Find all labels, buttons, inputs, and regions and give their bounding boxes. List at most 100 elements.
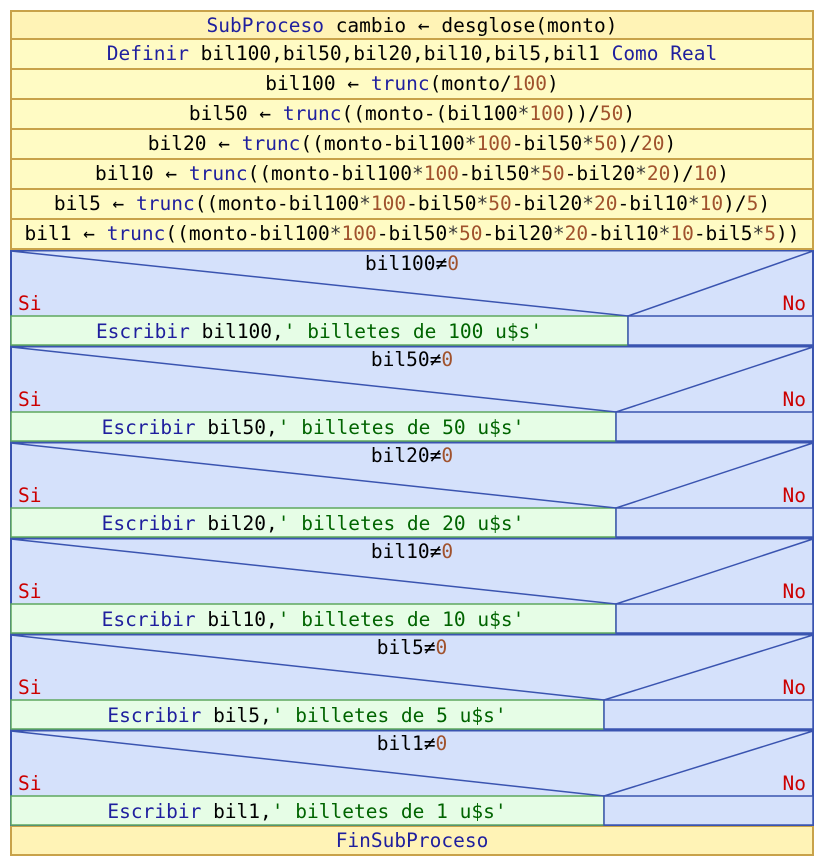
condition-shape — [10, 346, 814, 442]
then-statement: Escribir bil50,' billetes de 50 u$s' — [10, 415, 616, 441]
statement-definir-token: Como Real — [611, 42, 718, 65]
statement-bil1-token: 50 — [458, 222, 483, 245]
condition-diagonal-left — [10, 634, 605, 701]
condition-value: 0 — [435, 732, 448, 755]
statement-definir: Definir bil100,bil50,bil20,bil10,bil5,bi… — [10, 40, 814, 70]
then-statement-token: Escribir — [101, 608, 196, 631]
statement-bil5-token: 20 — [593, 192, 618, 215]
statement-bil10-token: * — [635, 162, 647, 185]
else-branch-cell — [615, 411, 814, 442]
statement-bil10-token: 10 — [693, 162, 718, 185]
statement-bil5-token: 100 — [370, 192, 407, 215]
statement-bil5-token: * — [582, 192, 594, 215]
condition-text: bil20≠0 — [10, 444, 814, 467]
statement-bil20: bil20 ← trunc((monto-bil100*100-bil50*50… — [10, 130, 814, 160]
condition-operator: ≠ — [423, 636, 436, 659]
branch-label-si: Si — [18, 676, 42, 699]
statement-bil20-token: ) — [664, 132, 677, 155]
condition-diagonal-right — [615, 442, 814, 509]
subproceso-header-token: cambio ← desglose(monto) — [323, 14, 618, 37]
finsubproceso-footer-token: FinSubProceso — [335, 829, 489, 852]
statement-bil10-token: * — [529, 162, 542, 185]
branch-label-no: No — [782, 388, 806, 411]
statement-definir-token: bil100,bil50,bil20,bil10,bil5,bil1 — [188, 42, 612, 65]
then-statement-token: bil5, — [201, 704, 272, 727]
statement-bil50-token: 50 — [599, 102, 624, 125]
condition-variable: bil20 — [370, 444, 430, 467]
statement-bil100-token: bil100 ← — [265, 72, 371, 95]
statement-bil20-token: * — [582, 132, 594, 155]
statement-bil1-token: )) — [776, 222, 800, 245]
condition-diagonal-right — [615, 538, 814, 605]
statement-bil1-token: ((monto-bil100 — [165, 222, 330, 245]
condition-text: bil5≠0 — [10, 636, 814, 659]
statement-bil50-token: trunc — [282, 102, 342, 125]
statement-bil20-token: -bil50 — [511, 132, 583, 155]
statement-bil10-token: -bil20 — [564, 162, 636, 185]
statement-bil50-token: ) — [623, 102, 636, 125]
statement-bil100-token: 100 — [511, 72, 548, 95]
statement-bil5-token: ) — [758, 192, 771, 215]
branch-label-si: Si — [18, 292, 42, 315]
then-statement-token: bil100, — [189, 320, 284, 343]
else-branch-cell — [615, 603, 814, 634]
statement-bil50-token: ))/ — [564, 102, 600, 125]
statement-bil100-token: (monto/ — [429, 72, 512, 95]
statement-bil5-token: -bil20 — [511, 192, 583, 215]
statement-bil5-token: * — [476, 192, 489, 215]
then-statement-token: bil10, — [195, 608, 278, 631]
condition-text: bil50≠0 — [10, 348, 814, 371]
then-statement-token: bil20, — [195, 512, 278, 535]
statement-bil5-token: 50 — [488, 192, 512, 215]
then-statement-token: Escribir — [101, 416, 196, 439]
condition-diagonal-left — [10, 730, 605, 797]
statement-bil5-token: * — [687, 192, 700, 215]
then-statement-token: ' billetes de 10 u$s' — [277, 608, 525, 631]
condition-value: 0 — [441, 540, 454, 563]
statement-bil20-token: ((monto-bil100 — [300, 132, 465, 155]
else-branch-cell — [615, 507, 814, 538]
condition-variable: bil50 — [370, 348, 430, 371]
condition-diagonal-left — [10, 346, 617, 413]
statement-bil20-token: 50 — [593, 132, 618, 155]
statement-bil100: bil100 ← trunc(monto/100) — [10, 70, 814, 100]
branch-label-no: No — [782, 484, 806, 507]
statement-bil50-token: bil50 ← — [188, 102, 283, 125]
branch-label-no: No — [782, 676, 806, 699]
condition-shape — [10, 538, 814, 634]
statement-bil10-token: ) — [717, 162, 730, 185]
statement-bil50-token: 100 — [529, 102, 565, 125]
then-statement-token: bil50, — [195, 416, 278, 439]
statement-bil1-token: * — [552, 222, 565, 245]
condition-value: 0 — [447, 252, 459, 275]
statement-bil100-token: ) — [547, 72, 559, 95]
statement-bil5-token: )/ — [723, 192, 747, 215]
statement-bil1-token: 10 — [670, 222, 694, 245]
then-branch-cell — [10, 795, 605, 826]
subproceso-header: SubProceso cambio ← desglose(monto) — [10, 10, 814, 40]
statement-bil20-token: )/ — [617, 132, 641, 155]
condition-diagonal-left — [10, 250, 629, 317]
condition-text: bil100≠0 — [10, 252, 814, 275]
condition-text: bil10≠0 — [10, 540, 814, 563]
then-statement-token: Escribir — [95, 320, 190, 343]
condition-operator: ≠ — [429, 540, 442, 563]
condition-shape — [10, 250, 814, 346]
condition-shape — [10, 730, 814, 826]
statement-bil10-token: -bil50 — [458, 162, 530, 185]
condition-diagonal-right — [627, 250, 814, 317]
condition-diagonal-right — [603, 730, 814, 797]
branch-label-si: Si — [18, 580, 42, 603]
statement-bil20-token: bil20 ← — [147, 132, 242, 155]
then-statement: Escribir bil5,' billetes de 5 u$s' — [10, 703, 604, 729]
condition-variable: bil100 — [365, 252, 436, 275]
condition-variable: bil10 — [370, 540, 430, 563]
statement-bil1-token: -bil10 — [588, 222, 659, 245]
statement-bil50: bil50 ← trunc((monto-(bil100*100))/50) — [10, 100, 814, 130]
condition-diagonal-right — [603, 634, 814, 701]
then-branch-cell — [10, 315, 629, 346]
else-branch-cell — [603, 795, 814, 826]
then-branch-cell — [10, 603, 617, 634]
then-statement-token: bil1, — [201, 800, 272, 823]
condition-block-bil50: bil50≠0 Si No Escribir bil50,' billetes de … — [10, 346, 814, 442]
